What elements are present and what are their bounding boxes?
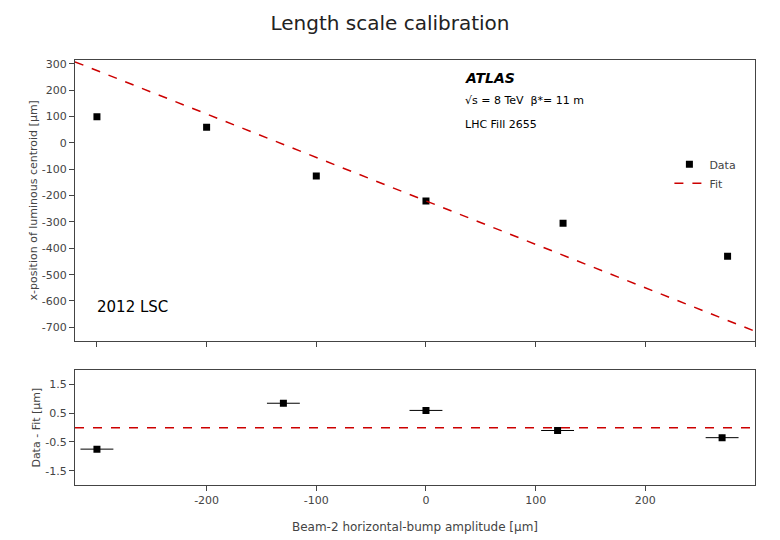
- svg-text:Data: Data: [709, 159, 735, 172]
- svg-text:-100: -100: [304, 494, 329, 507]
- svg-text:ATLAS: ATLAS: [465, 70, 515, 86]
- svg-text:Fit: Fit: [709, 178, 723, 191]
- svg-text:-200: -200: [194, 494, 219, 507]
- svg-text:x-position of luminous centroi: x-position of luminous centroid [μm]: [27, 100, 40, 300]
- svg-text:100: 100: [525, 494, 546, 507]
- svg-text:-300: -300: [42, 216, 67, 229]
- svg-text:-500: -500: [42, 269, 67, 282]
- svg-text:Data - Fit [μm]: Data - Fit [μm]: [30, 388, 43, 468]
- svg-text:-200: -200: [42, 189, 67, 202]
- svg-text:-700: -700: [42, 321, 67, 334]
- svg-text:-600: -600: [42, 295, 67, 308]
- svg-text:0.5: 0.5: [49, 407, 67, 420]
- svg-text:-0.5: -0.5: [45, 436, 66, 449]
- svg-text:0: 0: [60, 137, 67, 150]
- svg-text:Length scale calibration: Length scale calibration: [270, 11, 509, 35]
- svg-text:√s = 8 TeV β*= 11 m: √s = 8 TeV β*= 11 m: [465, 94, 584, 107]
- svg-text:-1.5: -1.5: [45, 465, 66, 478]
- svg-text:0: 0: [422, 494, 429, 507]
- svg-text:-100: -100: [42, 163, 67, 176]
- svg-text:-400: -400: [42, 242, 67, 255]
- svg-text:1.5: 1.5: [49, 378, 67, 391]
- svg-text:100: 100: [46, 110, 67, 123]
- svg-text:300: 300: [46, 58, 67, 71]
- svg-text:Beam-2 horizontal-bump amplitu: Beam-2 horizontal-bump amplitude [μm]: [292, 520, 538, 534]
- svg-text:200: 200: [46, 84, 67, 97]
- svg-text:2012 LSC: 2012 LSC: [97, 298, 168, 316]
- svg-text:LHC Fill 2655: LHC Fill 2655: [465, 118, 537, 131]
- svg-text:200: 200: [635, 494, 656, 507]
